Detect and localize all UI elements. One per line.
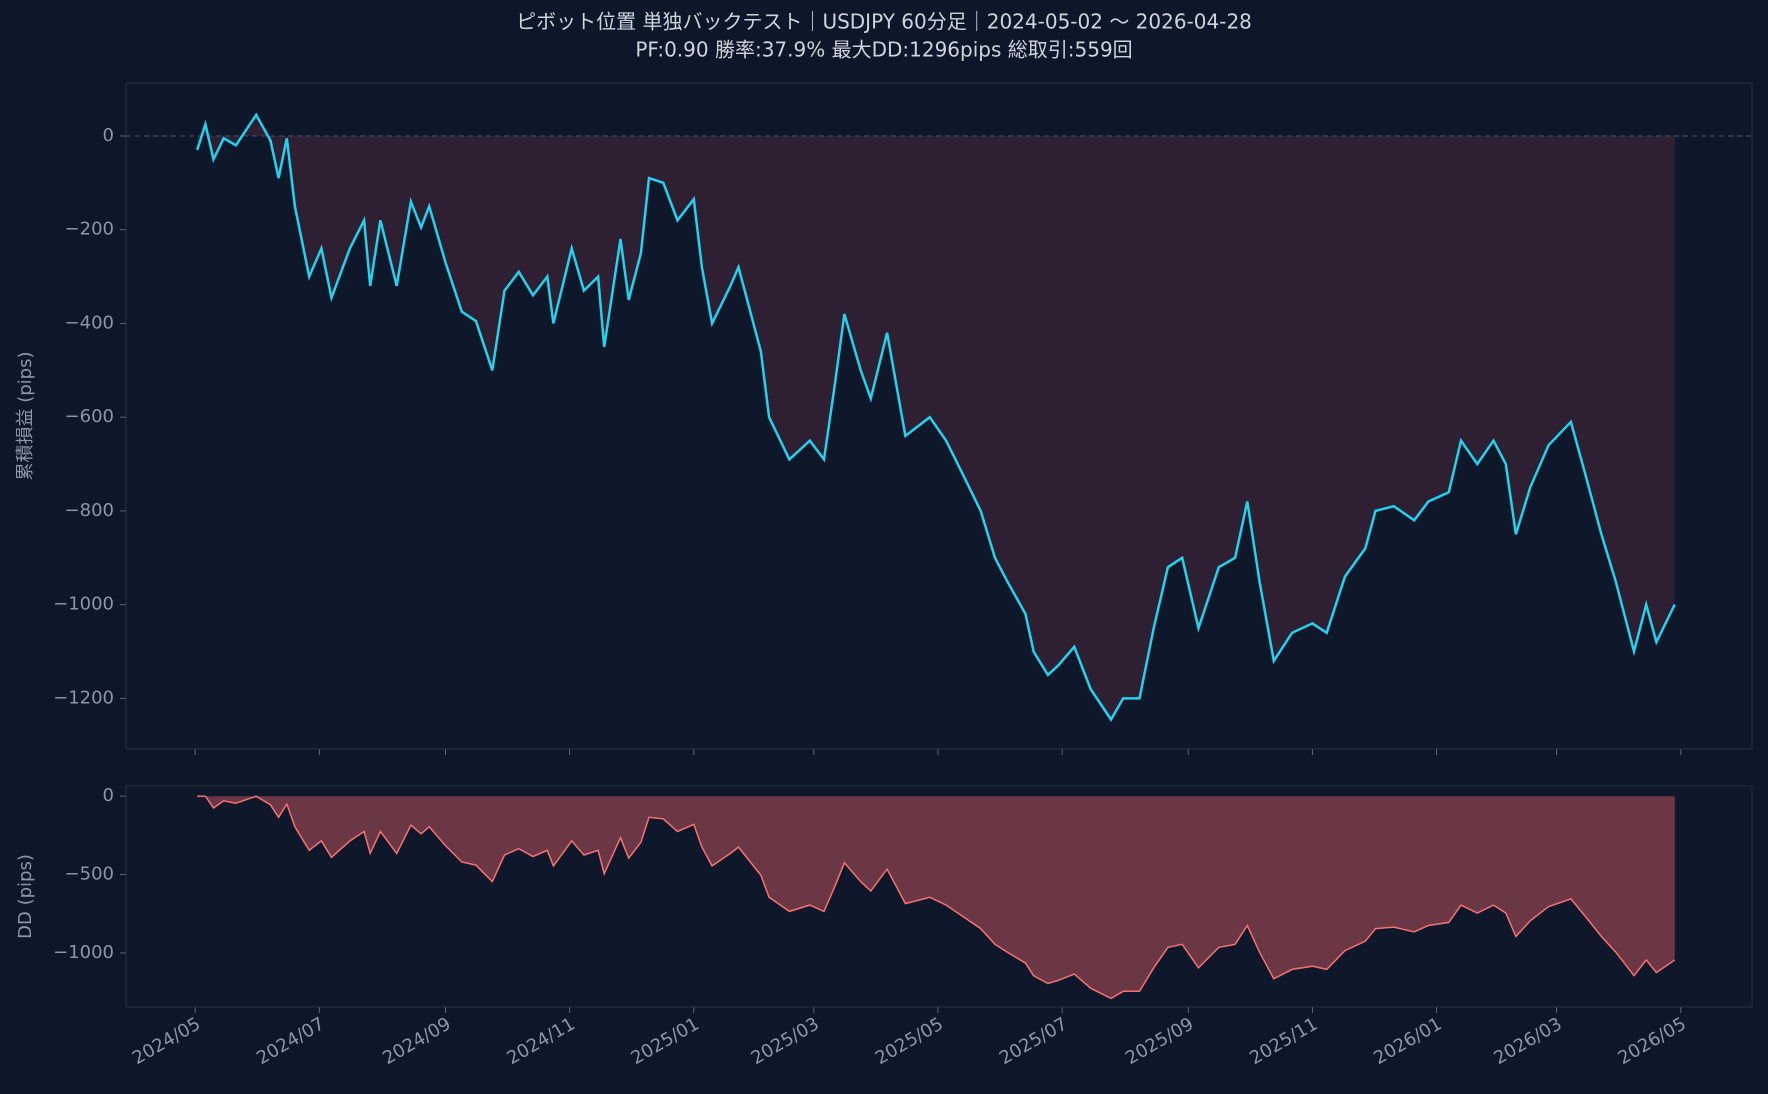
chart-title: ピボット位置 単独バックテスト｜USDJPY 60分足｜2024-05-02 〜… <box>516 10 1252 34</box>
x-tick-label: 2025/03 <box>748 1013 823 1069</box>
x-tick-label: 2025/09 <box>1122 1013 1197 1069</box>
x-tick-label: 2026/01 <box>1370 1013 1445 1069</box>
y-tick-label: 0 <box>103 785 114 806</box>
x-tick-label: 2026/03 <box>1490 1013 1565 1069</box>
x-tick-label: 2025/07 <box>996 1013 1071 1069</box>
y-tick-label: −200 <box>65 219 114 240</box>
y-tick-label: −1200 <box>53 687 114 708</box>
x-tick-label: 2024/09 <box>379 1013 454 1069</box>
x-tick-label: 2025/05 <box>872 1013 947 1069</box>
y-tick-label: 0 <box>103 125 114 146</box>
y-tick-label: −1000 <box>53 942 114 963</box>
y-tick-label: −600 <box>65 406 114 427</box>
x-tick-label: 2024/07 <box>253 1013 328 1069</box>
y-axis-label: 累積損益 (pips) <box>15 352 36 481</box>
y-tick-label: −400 <box>65 312 114 333</box>
x-tick-label: 2024/05 <box>129 1013 204 1069</box>
x-tick-label: 2024/11 <box>503 1013 578 1069</box>
y-tick-label: −1000 <box>53 594 114 615</box>
y-tick-label: −500 <box>65 864 114 885</box>
x-tick-label: 2025/01 <box>628 1013 703 1069</box>
x-tick-label: 2025/11 <box>1246 1013 1321 1069</box>
chart-subtitle: PF:0.90 勝率:37.9% 最大DD:1296pips 総取引:559回 <box>635 38 1132 62</box>
x-tick-label: 2026/05 <box>1615 1013 1690 1069</box>
line <box>196 112 1676 722</box>
y-tick-label: −800 <box>65 500 114 521</box>
y-axis-label: DD (pips) <box>15 854 36 939</box>
line <box>197 795 1676 1000</box>
